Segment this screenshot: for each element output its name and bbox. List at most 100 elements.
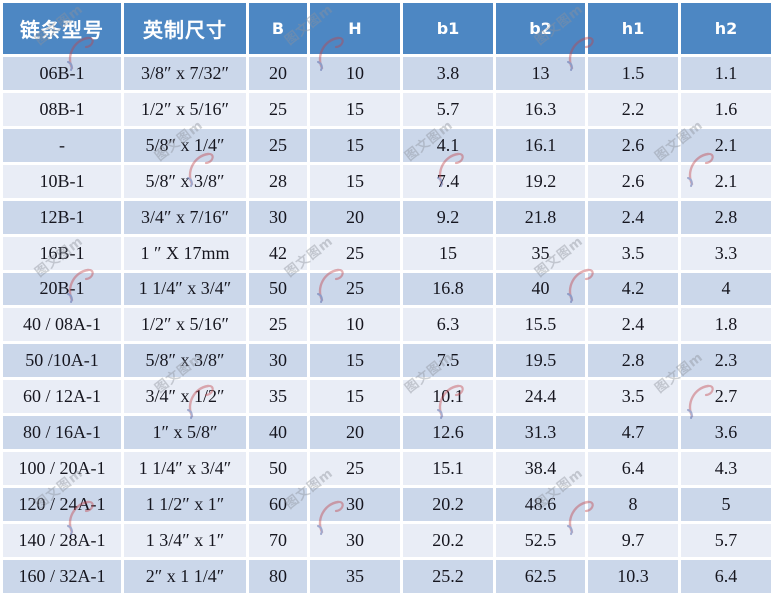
table-cell: 25 [310, 452, 400, 486]
table-cell: 3.6 [681, 416, 771, 450]
table-cell: 21.8 [496, 200, 585, 234]
table-cell: 25 [310, 236, 400, 270]
table-cell: 5.7 [681, 523, 771, 557]
table-cell: 1 3/4″ x 1″ [124, 523, 246, 557]
table-cell: 3/4″ x 7/16″ [124, 200, 246, 234]
table-cell: 7.4 [403, 164, 493, 198]
table-row: 08B-1 1/2″ x 5/16″ 25 15 5.7 16.3 2.2 1.6 [3, 92, 771, 126]
table-cell: 2.6 [588, 164, 678, 198]
table-cell: 2.2 [588, 92, 678, 126]
table-cell: 50 [249, 452, 307, 486]
column-header-H: H [310, 3, 400, 54]
table-cell: 1.5 [588, 57, 678, 90]
column-header-b1: b1 [403, 3, 493, 54]
column-header-model: 链条型号 [3, 3, 121, 54]
table-cell: 16.3 [496, 92, 585, 126]
table-cell: 50 [249, 272, 307, 306]
cell-model: - [3, 128, 121, 162]
table-cell: 25 [249, 308, 307, 342]
table-cell: 6.4 [588, 452, 678, 486]
table-cell: 5/8″ x 3/8″ [124, 344, 246, 378]
table-cell: 15 [310, 380, 400, 414]
table-cell: 3/8″ x 7/32″ [124, 57, 246, 90]
column-header-B: B [249, 3, 307, 54]
table-cell: 15.1 [403, 452, 493, 486]
table-row: 160 / 32A-1 2″ x 1 1/4″ 80 35 25.2 62.5 10.3 6.… [3, 559, 771, 593]
table-cell: 30 [249, 200, 307, 234]
table-cell: 15 [310, 164, 400, 198]
table-row: 06B-1 3/8″ x 7/32″ 20 10 3.8 13 1.5 1.1 [3, 57, 771, 90]
table-cell: 20 [249, 57, 307, 90]
column-header-b2: b2 [496, 3, 585, 54]
cell-model: 140 / 28A-1 [3, 523, 121, 557]
table-cell: 3.5 [588, 236, 678, 270]
table-cell: 2.6 [588, 128, 678, 162]
table-cell: 1 1/2″ x 1″ [124, 488, 246, 521]
table-cell: 52.5 [496, 523, 585, 557]
table-cell: 24.4 [496, 380, 585, 414]
cell-model: 20B-1 [3, 272, 121, 306]
table-cell: 40 [249, 416, 307, 450]
cell-model: 50 /10A-1 [3, 344, 121, 378]
cell-model: 120 / 24A-1 [3, 488, 121, 521]
table-cell: 15 [310, 128, 400, 162]
table-cell: 13 [496, 57, 585, 90]
table-cell: 12.6 [403, 416, 493, 450]
table-cell: 2.1 [681, 164, 771, 198]
table-cell: 35 [496, 236, 585, 270]
table-cell: 7.5 [403, 344, 493, 378]
table-cell: 4.3 [681, 452, 771, 486]
table-cell: 70 [249, 523, 307, 557]
cell-model: 08B-1 [3, 92, 121, 126]
table-cell: 28 [249, 164, 307, 198]
table-cell: 2.7 [681, 380, 771, 414]
table-body: 06B-1 3/8″ x 7/32″ 20 10 3.8 13 1.5 1.1 08B-1 1/2… [3, 57, 771, 593]
table-cell: 60 [249, 488, 307, 521]
table-cell: 35 [249, 380, 307, 414]
table-cell: 4.2 [588, 272, 678, 306]
table-cell: 1″ x 5/8″ [124, 416, 246, 450]
table-cell: 1 ″ X 17mm [124, 236, 246, 270]
table-cell: 2.4 [588, 200, 678, 234]
table-cell: 35 [310, 559, 400, 593]
table-row: 80 / 16A-1 1″ x 5/8″ 40 20 12.6 31.3 4.7 3.6 [3, 416, 771, 450]
table-cell: 16.1 [496, 128, 585, 162]
table-cell: 16.8 [403, 272, 493, 306]
table-cell: 15 [310, 344, 400, 378]
table-cell: 31.3 [496, 416, 585, 450]
table-cell: 2.8 [681, 200, 771, 234]
table-cell: 5/8″ x 1/4″ [124, 128, 246, 162]
table-cell: 1.6 [681, 92, 771, 126]
table-cell: 1.8 [681, 308, 771, 342]
table-cell: 9.7 [588, 523, 678, 557]
table-row: 140 / 28A-1 1 3/4″ x 1″ 70 30 20.2 52.5 9.7 5.7 [3, 523, 771, 557]
table-cell: 15 [403, 236, 493, 270]
table-cell: 8 [588, 488, 678, 521]
table-cell: 10.3 [588, 559, 678, 593]
column-header-h1: h1 [588, 3, 678, 54]
table-cell: 3.8 [403, 57, 493, 90]
table-cell: 5/8″ x 3/8″ [124, 164, 246, 198]
table-cell: 3.3 [681, 236, 771, 270]
cell-model: 40 / 08A-1 [3, 308, 121, 342]
table-cell: 1.1 [681, 57, 771, 90]
cell-model: 80 / 16A-1 [3, 416, 121, 450]
table-cell: 48.6 [496, 488, 585, 521]
table-cell: 30 [249, 344, 307, 378]
table-cell: 2.3 [681, 344, 771, 378]
table-cell: 10 [310, 308, 400, 342]
table-row: 16B-1 1 ″ X 17mm 42 25 15 35 3.5 3.3 [3, 236, 771, 270]
table-cell: 15 [310, 92, 400, 126]
table-cell: 1 1/4″ x 3/4″ [124, 452, 246, 486]
table-cell: 4.7 [588, 416, 678, 450]
table-cell: 20 [310, 200, 400, 234]
table-cell: 30 [310, 488, 400, 521]
table-cell: 4 [681, 272, 771, 306]
table-row: 12B-1 3/4″ x 7/16″ 30 20 9.2 21.8 2.4 2.8 [3, 200, 771, 234]
cell-model: 160 / 32A-1 [3, 559, 121, 593]
cell-model: 10B-1 [3, 164, 121, 198]
table-cell: 20.2 [403, 523, 493, 557]
table-cell: 19.2 [496, 164, 585, 198]
